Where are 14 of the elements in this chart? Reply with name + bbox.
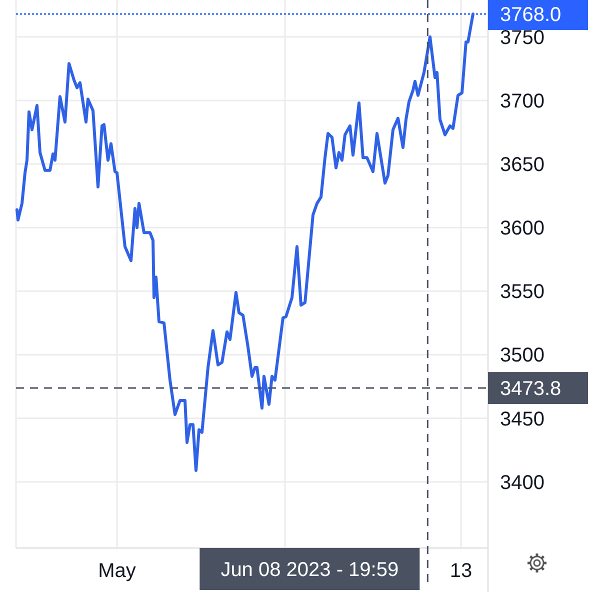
line-series <box>16 12 474 472</box>
y-tick-label: 3750 <box>500 26 544 49</box>
y-tick-label: 3600 <box>500 218 544 240</box>
y-tick-label: 3700 <box>500 90 544 112</box>
ref-line-label: Jun 08 2023 - 19:59 <box>220 559 399 581</box>
y-tick-label: 3450 <box>500 408 544 430</box>
y-tick-label: 3500 <box>500 344 544 367</box>
y-tick-label: 3400 <box>500 472 544 494</box>
y-tick-label: 3650 <box>500 154 544 176</box>
y-tick-label: 3550 <box>500 281 544 304</box>
x-tick-label: 13 <box>450 560 472 582</box>
x-tick-label: May <box>98 560 136 582</box>
ref-line-label: 3473.8 <box>500 378 562 400</box>
ref-line-label: 3768.0 <box>500 4 562 26</box>
